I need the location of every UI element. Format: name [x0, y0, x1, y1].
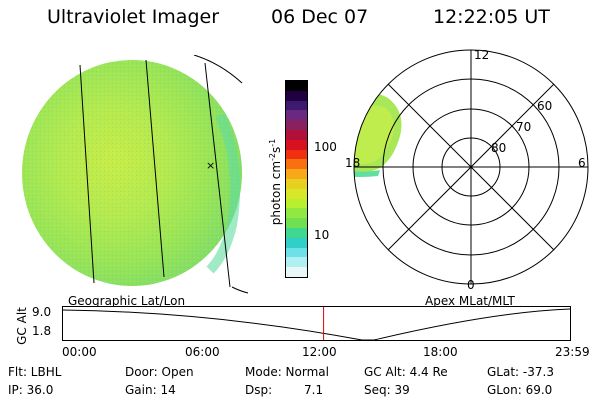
door-info: Door: Open: [125, 365, 194, 379]
colorbar-segment: [286, 90, 307, 101]
mlt-label-18: 18: [345, 156, 360, 170]
colorbar-segment: [286, 227, 307, 238]
x-tick-1200: 12:00: [302, 345, 337, 359]
location-marker-icon: ×: [206, 159, 215, 172]
colorbar-segment: [286, 120, 307, 130]
apex-label: Apex MLat/MLT: [425, 294, 515, 308]
seq-info: Seq: 39: [364, 383, 410, 397]
gc-alt-axis-label: GC Alt: [15, 307, 29, 345]
x-tick-2359: 23:59: [555, 345, 590, 359]
colorbar-segment: [286, 218, 307, 228]
altitude-curve: [62, 308, 571, 341]
colorbar-segment: [286, 237, 307, 248]
x-tick-1800: 18:00: [423, 345, 458, 359]
dsp-value: 7.1: [304, 383, 324, 397]
ip-info: IP: 36.0: [8, 383, 54, 397]
colorbar-segment: [286, 139, 307, 150]
x-tick-0600: 06:00: [185, 345, 220, 359]
mode-info: Mode: Normal: [245, 365, 329, 379]
lat-label-70: 70: [516, 120, 531, 134]
gc-alt-info: GC Alt: 4.4 Re: [364, 365, 448, 379]
colorbar-segment: [286, 178, 307, 189]
colorbar-tick-10: 10: [314, 228, 330, 242]
gain-info: Gain: 14: [125, 383, 176, 397]
colorbar-segment: [286, 257, 307, 268]
colorbar-segment: [286, 208, 307, 219]
date-label: 06 Dec 07: [271, 6, 369, 28]
lat-label-60: 60: [537, 99, 552, 113]
instrument-title: Ultraviolet Imager: [47, 6, 220, 28]
colorbar-segment: [286, 81, 307, 91]
colorbar-segment: [286, 159, 307, 170]
colorbar-tick-100: 100: [314, 140, 337, 154]
colorbar-segment: [286, 247, 307, 258]
colorbar-segment: [286, 188, 307, 199]
colorbar-segment: [286, 267, 307, 277]
mlt-label-6: 6: [578, 156, 586, 170]
colorbar-segment: [286, 100, 307, 111]
colorbar-segment: [286, 110, 307, 121]
meridian-lines: [79, 55, 249, 294]
filter-info: Flt: LBHL: [8, 365, 62, 379]
geographic-uv-image: ×: [22, 55, 249, 294]
colorbar-segment: [286, 129, 307, 140]
mlt-label-12: 12: [474, 48, 489, 62]
colorbar-segment: [286, 198, 307, 209]
x-tick-0000: 00:00: [62, 345, 97, 359]
polar-mlat-mlt-plot: 12 0 18 6 60 70 80: [345, 48, 589, 292]
y-tick-low: 1.8: [32, 324, 52, 338]
colorbar-segment: [286, 149, 307, 160]
colorbar-segment: [286, 169, 307, 179]
geographic-label: Geographic Lat/Lon: [68, 294, 186, 308]
glat-info: GLat: -37.3: [487, 365, 554, 379]
lat-label-80: 80: [491, 141, 506, 155]
colorbar: [285, 80, 308, 278]
gc-alt-timeline: [62, 306, 571, 341]
dsp-label: Dsp:: [245, 383, 273, 397]
glon-info: GLon: 69.0: [487, 383, 553, 397]
y-tick-high: 9.0: [32, 305, 52, 319]
mlt-label-0: 0: [467, 278, 475, 292]
colorbar-unit-label: photon cm-2s-1: [268, 138, 283, 226]
time-label: 12:22:05 UT: [433, 6, 550, 28]
